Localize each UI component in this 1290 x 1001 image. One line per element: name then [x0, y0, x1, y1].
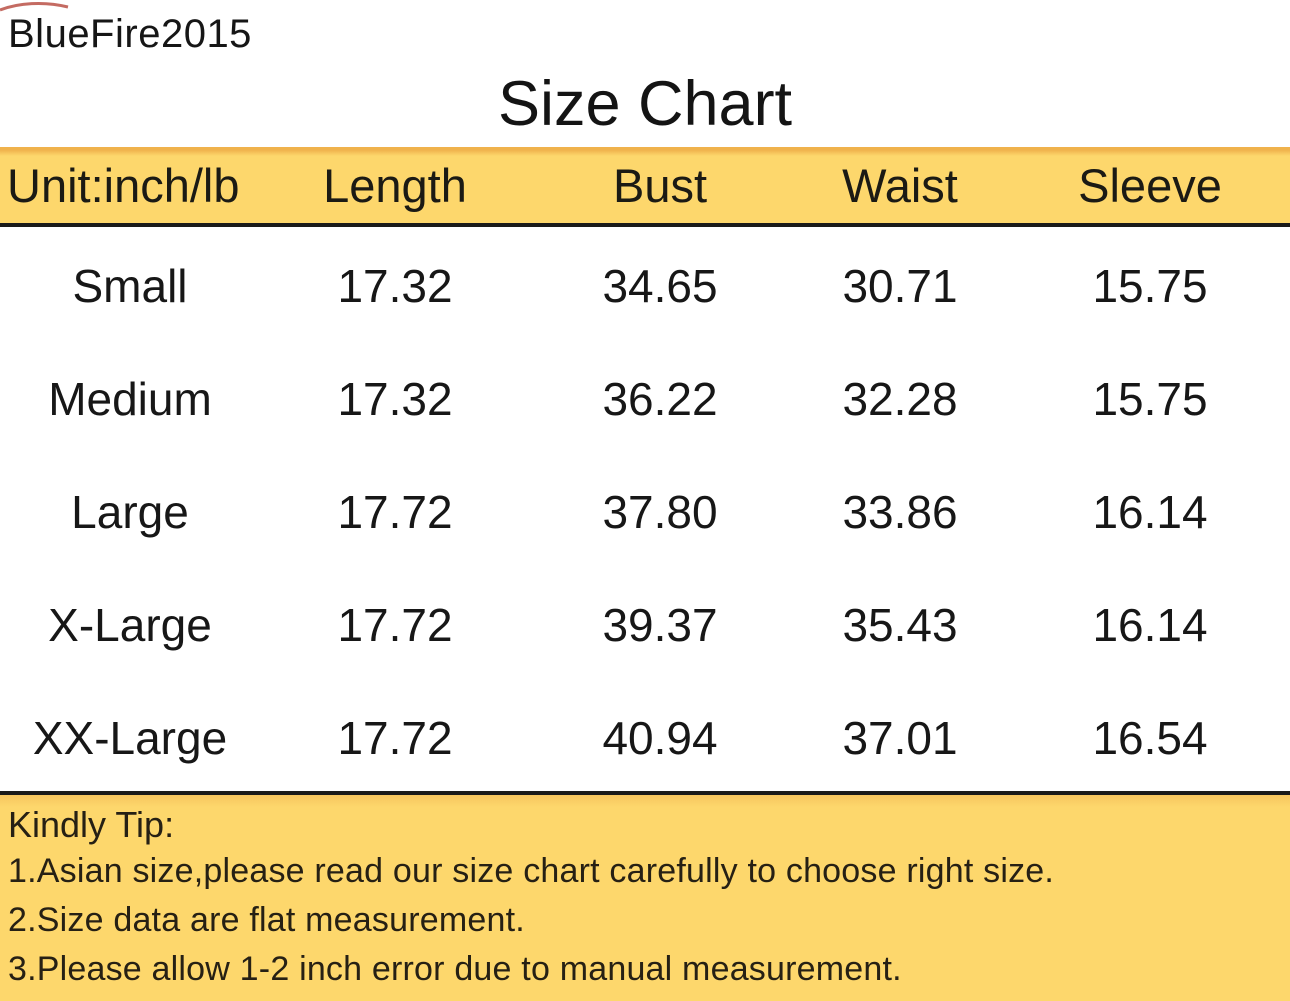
size-table-body: Small 17.32 34.65 30.71 15.75 Medium 17.…	[0, 229, 1290, 794]
table-row-large: Large 17.72 37.80 33.86 16.14	[0, 455, 1290, 568]
waist-value: 32.28	[842, 372, 958, 425]
kindly-tip-section: Kindly Tip: 1.Asian size,please read our…	[0, 791, 1290, 1001]
waist-value: 35.43	[842, 598, 958, 651]
cropped-logo-fragment	[0, 1, 69, 12]
waist-value: 33.86	[842, 485, 958, 538]
bust-value: 39.37	[602, 598, 718, 651]
tip-line-1: 1.Asian size,please read our size chart …	[8, 852, 1055, 890]
tip-line-3: 3.Please allow 1-2 inch error due to man…	[8, 950, 902, 988]
tip-line-2: 2.Size data are flat measurement.	[8, 901, 525, 939]
page-title: Size Chart	[497, 69, 793, 139]
table-row-xx-large: XX-Large 17.72 40.94 37.01 16.54	[0, 681, 1290, 794]
sleeve-value: 16.54	[1092, 711, 1208, 764]
tips-heading: Kindly Tip:	[8, 804, 175, 845]
waist-value: 37.01	[842, 711, 958, 764]
bust-value: 40.94	[602, 711, 718, 764]
size-label: Large	[71, 485, 189, 538]
length-value: 17.32	[337, 372, 453, 425]
header-cell-length: Length	[323, 158, 467, 212]
header-cell-bust: Bust	[612, 158, 708, 212]
table-row-x-large: X-Large 17.72 39.37 35.43 16.14	[0, 568, 1290, 681]
sleeve-value: 16.14	[1092, 598, 1208, 651]
length-value: 17.32	[337, 259, 453, 312]
size-label: XX-Large	[32, 711, 228, 764]
size-label: X-Large	[48, 598, 212, 651]
bust-value: 34.65	[602, 259, 718, 312]
bust-value: 36.22	[602, 372, 718, 425]
table-row-medium: Medium 17.32 36.22 32.28 15.75	[0, 342, 1290, 455]
size-label: Medium	[48, 372, 212, 425]
header-cell-unit: Unit:inch/lb	[7, 158, 240, 212]
sleeve-value: 15.75	[1092, 259, 1208, 312]
length-value: 17.72	[337, 485, 453, 538]
header-cell-sleeve: Sleeve	[1078, 158, 1222, 212]
waist-value: 30.71	[842, 259, 958, 312]
length-value: 17.72	[337, 598, 453, 651]
brand-text: BlueFire2015	[8, 12, 252, 56]
sleeve-value: 16.14	[1092, 485, 1208, 538]
size-label: Small	[72, 259, 188, 312]
table-row-small: Small 17.32 34.65 30.71 15.75	[0, 229, 1290, 342]
bust-value: 37.80	[602, 485, 718, 538]
sleeve-value: 15.75	[1092, 372, 1208, 425]
length-value: 17.72	[337, 711, 453, 764]
header-cell-waist: Waist	[842, 158, 958, 212]
table-header-row: Unit:inch/lb Length Bust Waist Sleeve	[0, 147, 1290, 227]
